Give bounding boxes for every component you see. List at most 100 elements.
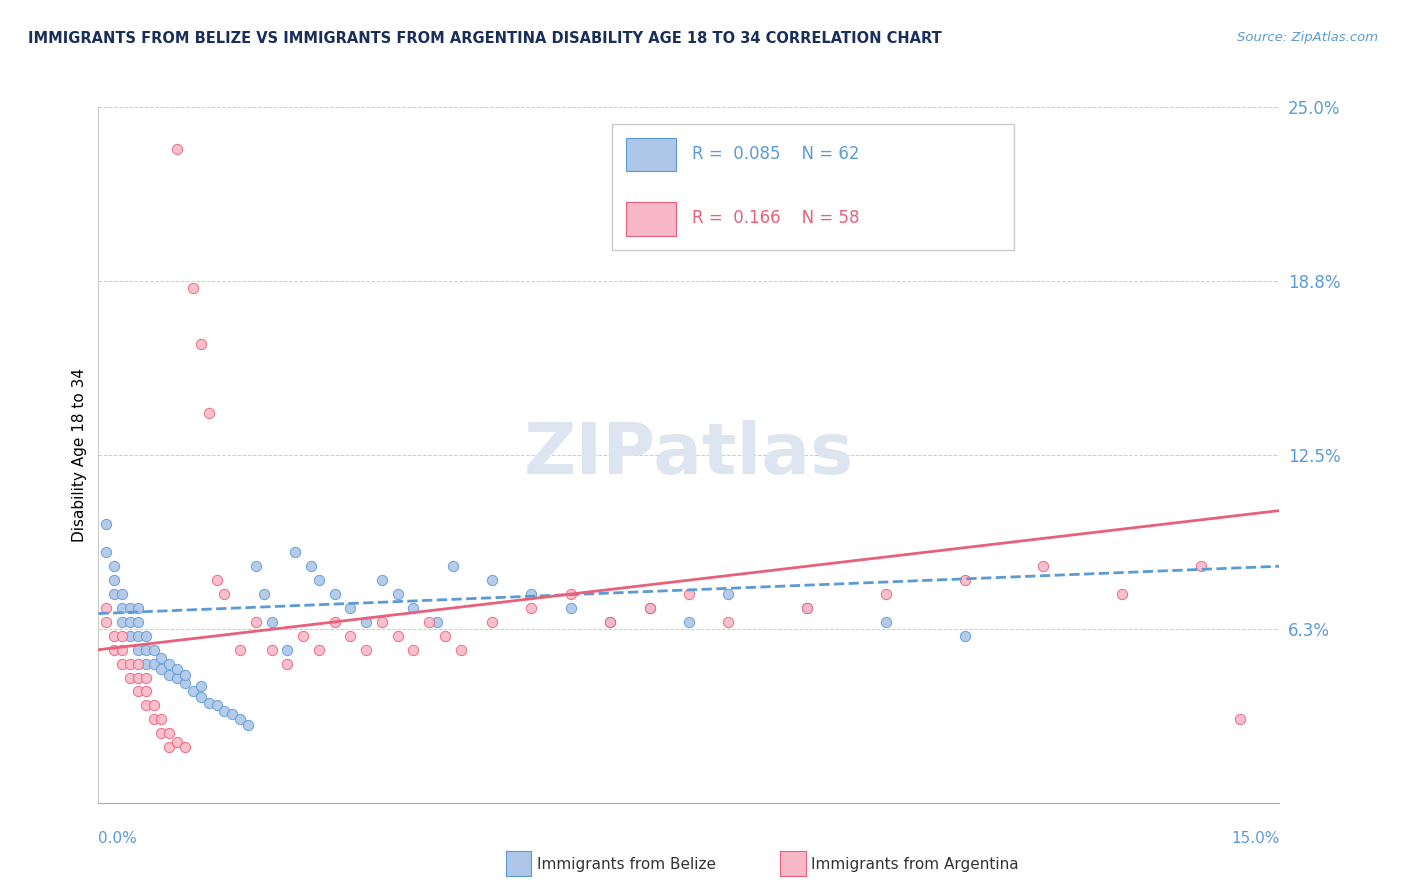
Point — [197, 406, 219, 420]
Point — [308, 573, 330, 587]
Text: IMMIGRANTS FROM BELIZE VS IMMIGRANTS FROM ARGENTINA DISABILITY AGE 18 TO 34 CORR: IMMIGRANTS FROM BELIZE VS IMMIGRANTS FRO… — [28, 31, 942, 46]
Point — [174, 740, 197, 755]
Point — [127, 684, 149, 698]
Point — [717, 615, 740, 629]
Point — [166, 142, 188, 156]
Point — [292, 629, 315, 643]
Point — [284, 545, 307, 559]
Point — [1229, 712, 1251, 726]
Point — [111, 601, 134, 615]
Point — [197, 696, 219, 710]
Point — [953, 629, 976, 643]
Point — [103, 587, 125, 601]
Point — [111, 629, 134, 643]
Point — [150, 712, 173, 726]
Point — [190, 679, 212, 693]
Text: 15.0%: 15.0% — [1232, 831, 1279, 846]
Point — [678, 615, 700, 629]
Point — [135, 642, 157, 657]
Point — [221, 706, 243, 721]
Point — [150, 662, 173, 676]
Point — [402, 601, 425, 615]
FancyBboxPatch shape — [612, 125, 1014, 250]
Point — [308, 642, 330, 657]
Point — [166, 734, 188, 748]
Point — [142, 642, 165, 657]
Point — [205, 573, 228, 587]
Point — [150, 651, 173, 665]
Point — [481, 615, 503, 629]
Point — [371, 573, 394, 587]
Point — [103, 629, 125, 643]
Point — [127, 629, 149, 643]
Point — [111, 642, 134, 657]
Point — [245, 615, 267, 629]
Text: Immigrants from Argentina: Immigrants from Argentina — [811, 857, 1019, 871]
Point — [205, 698, 228, 713]
Point — [96, 545, 118, 559]
Text: 0.0%: 0.0% — [98, 831, 138, 846]
Point — [1111, 587, 1133, 601]
Point — [174, 676, 197, 690]
Point — [111, 657, 134, 671]
Point — [135, 671, 157, 685]
Point — [245, 559, 267, 574]
Point — [339, 629, 361, 643]
Point — [157, 726, 180, 740]
Point — [118, 657, 141, 671]
Text: Source: ZipAtlas.com: Source: ZipAtlas.com — [1237, 31, 1378, 45]
Point — [135, 629, 157, 643]
Point — [135, 698, 157, 713]
Point — [638, 601, 661, 615]
Point — [599, 615, 621, 629]
Point — [150, 726, 173, 740]
Point — [450, 642, 472, 657]
Point — [127, 642, 149, 657]
Point — [118, 671, 141, 685]
Point — [142, 657, 165, 671]
Point — [276, 657, 298, 671]
Point — [190, 336, 212, 351]
Point — [135, 684, 157, 698]
Point — [96, 601, 118, 615]
Point — [157, 667, 180, 681]
Point — [560, 601, 582, 615]
Point — [214, 587, 236, 601]
Point — [953, 573, 976, 587]
Point — [157, 657, 180, 671]
Bar — [626, 137, 676, 171]
Point — [875, 587, 897, 601]
Point — [638, 601, 661, 615]
Point — [354, 615, 377, 629]
Point — [323, 615, 346, 629]
Point — [214, 704, 236, 718]
Point — [103, 642, 125, 657]
Point — [229, 712, 252, 726]
Point — [441, 559, 464, 574]
Point — [520, 587, 543, 601]
Point — [229, 642, 252, 657]
Point — [354, 642, 377, 657]
Point — [166, 662, 188, 676]
Point — [118, 615, 141, 629]
Point — [560, 587, 582, 601]
Point — [236, 718, 259, 732]
Point — [717, 587, 740, 601]
Point — [418, 615, 440, 629]
Point — [339, 601, 361, 615]
Point — [181, 684, 204, 698]
Point — [166, 671, 188, 685]
Point — [118, 629, 141, 643]
Point — [481, 573, 503, 587]
Point — [127, 671, 149, 685]
Point — [1189, 559, 1212, 574]
Point — [174, 667, 197, 681]
Point — [157, 740, 180, 755]
Point — [111, 587, 134, 601]
Point — [520, 601, 543, 615]
Point — [103, 559, 125, 574]
Text: R =  0.085    N = 62: R = 0.085 N = 62 — [693, 145, 860, 163]
Point — [796, 601, 818, 615]
Point — [1032, 559, 1054, 574]
Point — [96, 615, 118, 629]
